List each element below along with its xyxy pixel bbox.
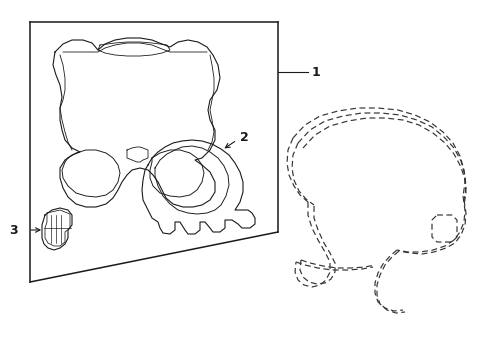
Text: 1: 1 [311,66,320,78]
Text: 2: 2 [240,131,248,144]
Text: 3: 3 [9,224,18,237]
